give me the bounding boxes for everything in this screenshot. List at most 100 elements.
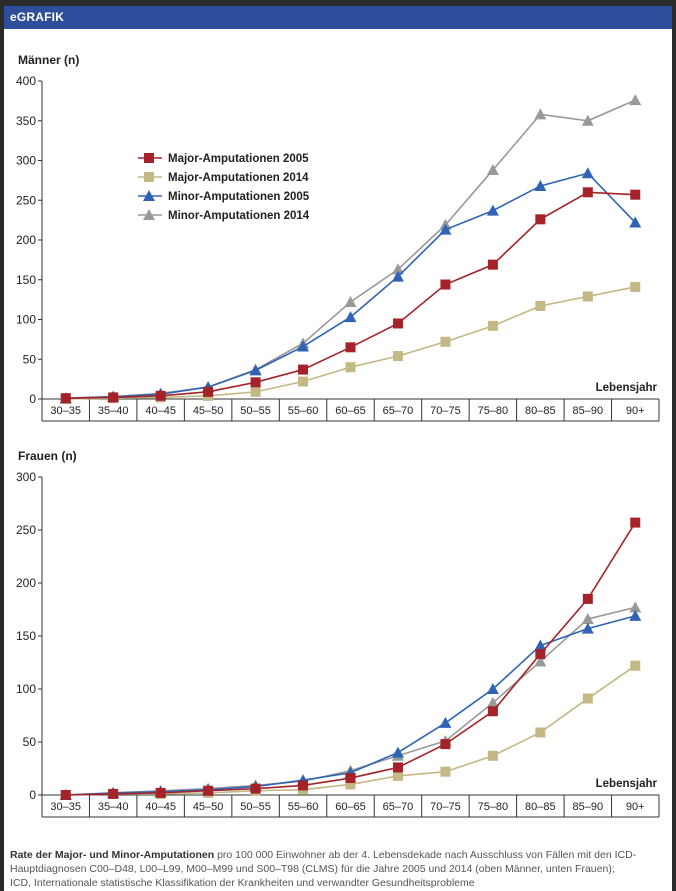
caption-bold: Rate der Major- und Minor-Amputationen — [10, 849, 215, 861]
data-point-square — [345, 773, 356, 784]
y-tick-label: 250 — [16, 193, 36, 207]
x-tick-label: 45–50 — [193, 405, 224, 417]
data-point-triangle — [629, 216, 642, 228]
y-tick-label: 400 — [16, 74, 36, 88]
data-point-square — [535, 649, 546, 660]
data-point-triangle — [486, 683, 499, 694]
data-point-square — [582, 693, 593, 704]
data-point-square — [203, 386, 214, 397]
data-point-triangle — [344, 296, 357, 308]
x-tick-label: 80–85 — [525, 405, 556, 417]
x-axis-label: Lebensjahr — [596, 382, 658, 394]
data-point-square — [392, 762, 403, 773]
x-tick-label: 65–70 — [383, 801, 414, 813]
legend-label: Minor-Amputationen 2014 — [168, 210, 310, 222]
y-tick-label: 50 — [23, 352, 37, 366]
data-point-square — [630, 517, 641, 528]
y-tick-label: 350 — [16, 114, 36, 128]
header-title: eGRAFIK — [10, 10, 65, 24]
legend-label: Major-Amputationen 2005 — [168, 153, 309, 165]
legend-label: Major-Amputationen 2014 — [168, 172, 309, 184]
data-point-square — [535, 214, 546, 225]
data-point-triangle — [534, 655, 547, 667]
data-point-square — [298, 376, 309, 387]
data-point-square — [582, 291, 593, 302]
legend-marker-square — [144, 172, 154, 182]
x-tick-label: 65–70 — [383, 405, 414, 417]
data-point-square — [345, 342, 356, 353]
data-point-square — [298, 364, 309, 375]
data-point-triangle — [629, 94, 642, 106]
x-tick-label: 75–80 — [478, 801, 509, 813]
y-tick-label: 300 — [16, 470, 36, 484]
data-point-square — [392, 318, 403, 329]
x-tick-label: 85–90 — [573, 801, 604, 813]
data-point-square — [440, 739, 451, 750]
x-tick-label: 30–35 — [50, 405, 81, 417]
x-tick-label: 80–85 — [525, 801, 556, 813]
data-point-square — [345, 362, 356, 373]
data-point-triangle — [629, 601, 642, 613]
data-point-square — [582, 187, 593, 198]
data-point-triangle — [486, 164, 499, 176]
x-tick-label: 70–75 — [430, 801, 461, 813]
caption-line1: pro 100 000 Einwohner ab der 4. Lebensde… — [214, 849, 637, 861]
data-point-square — [440, 336, 451, 347]
data-point-triangle — [581, 167, 594, 179]
x-tick-label: 55–60 — [288, 405, 319, 417]
legend-marker-square — [144, 153, 154, 163]
caption-line3: ICD, Internationale statistische Klassif… — [10, 877, 475, 889]
data-point-square — [630, 189, 641, 200]
legend-label: Minor-Amputationen 2005 — [168, 191, 310, 203]
data-point-triangle — [629, 609, 642, 621]
data-point-triangle — [486, 204, 499, 216]
data-point-square — [487, 320, 498, 331]
data-point-square — [60, 393, 71, 404]
data-point-triangle — [391, 270, 404, 282]
data-point-square — [487, 750, 498, 761]
data-point-triangle — [534, 179, 547, 191]
header-bar: eGRAFIK — [4, 6, 672, 29]
data-point-square — [440, 766, 451, 777]
data-point-square — [250, 386, 261, 397]
x-tick-label: 85–90 — [573, 405, 604, 417]
data-point-triangle — [391, 746, 404, 758]
data-point-square — [203, 785, 214, 796]
data-point-square — [345, 779, 356, 790]
x-tick-label: 50–55 — [240, 405, 271, 417]
x-axis-label: Lebensjahr — [596, 778, 658, 790]
data-point-triangle — [534, 639, 547, 651]
data-point-square — [155, 787, 166, 798]
data-point-triangle — [581, 114, 594, 126]
data-point-square — [392, 770, 403, 781]
y-tick-label: 100 — [16, 313, 36, 327]
data-point-triangle — [439, 223, 452, 235]
figure-caption: Rate der Major- und Minor-Amputationen p… — [10, 848, 670, 890]
series-line — [65, 522, 636, 796]
caption-line2: Hauptdiagnosen C00–D48, L00–L99, M00–M99… — [10, 863, 615, 875]
data-point-triangle — [297, 340, 310, 352]
data-point-square — [582, 593, 593, 604]
x-tick-label: 90+ — [626, 405, 645, 417]
data-point-square — [535, 300, 546, 311]
legend-marker-triangle — [143, 190, 155, 201]
data-point-square — [155, 390, 166, 401]
page: eGRAFIK Männer (n) 0 50 100 150 200 250 300 350 4… — [4, 6, 672, 891]
chart-frauen: Frauen (n) 0 50 100 150 200 250 300 30–35 35–40 40… — [16, 449, 660, 818]
y-tick-label: 150 — [16, 629, 36, 643]
data-point-triangle — [486, 696, 499, 708]
data-point-square — [250, 377, 261, 388]
y-tick-label: 50 — [23, 735, 37, 749]
y-tick-label: 200 — [16, 233, 36, 247]
x-tick-label: 55–60 — [288, 801, 319, 813]
y-tick-label: 0 — [29, 392, 36, 406]
y-tick-label: 250 — [16, 523, 36, 537]
data-point-square — [298, 780, 309, 791]
data-point-triangle — [344, 311, 357, 323]
data-point-square — [535, 727, 546, 738]
x-tick-label: 75–80 — [478, 405, 509, 417]
data-point-triangle — [439, 716, 452, 728]
x-tick-label: 90+ — [626, 801, 645, 813]
data-point-triangle — [534, 108, 547, 120]
data-point-triangle — [581, 613, 594, 625]
